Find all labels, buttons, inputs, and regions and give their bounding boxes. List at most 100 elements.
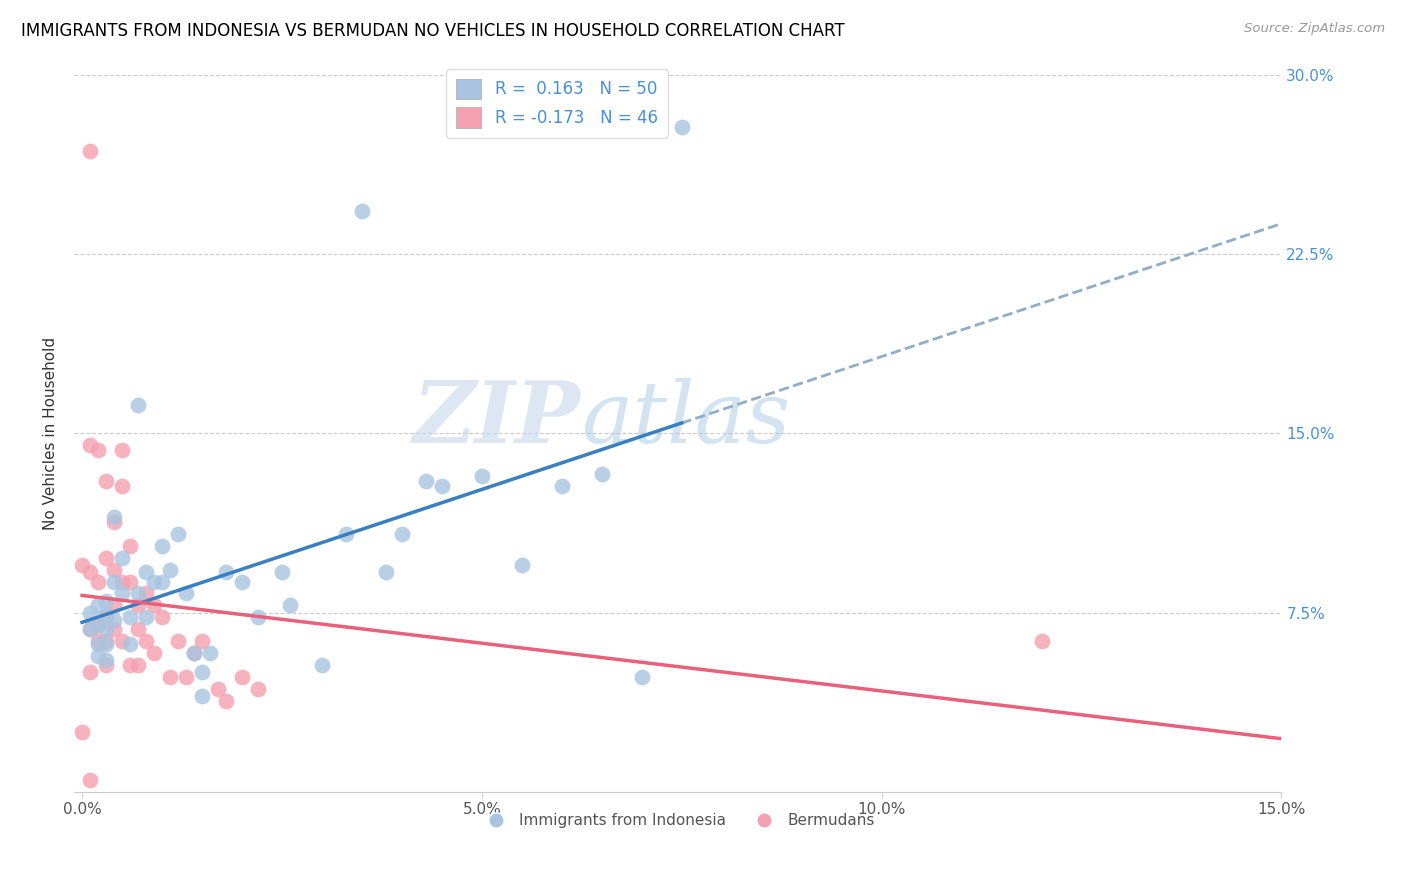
Point <box>135 634 157 648</box>
Point <box>278 599 301 613</box>
Point <box>198 646 221 660</box>
Point <box>143 646 166 660</box>
Point <box>111 479 134 493</box>
Point <box>215 694 238 708</box>
Text: ZIP: ZIP <box>413 377 581 460</box>
Point <box>120 658 142 673</box>
Point <box>103 574 125 589</box>
Text: atlas: atlas <box>581 377 790 460</box>
Point <box>246 682 269 697</box>
Point <box>191 690 214 704</box>
Point <box>174 670 197 684</box>
Point <box>311 658 333 673</box>
Point <box>127 658 149 673</box>
Point <box>335 526 357 541</box>
Point <box>70 558 93 572</box>
Y-axis label: No Vehicles in Household: No Vehicles in Household <box>44 336 58 530</box>
Point <box>79 565 101 579</box>
Point <box>207 682 229 697</box>
Point <box>191 665 214 680</box>
Point <box>103 599 125 613</box>
Point <box>87 599 110 613</box>
Point <box>174 586 197 600</box>
Point <box>87 574 110 589</box>
Point <box>94 653 117 667</box>
Point <box>79 144 101 158</box>
Point <box>246 610 269 624</box>
Point <box>111 574 134 589</box>
Point <box>510 558 533 572</box>
Point <box>183 646 205 660</box>
Point <box>94 658 117 673</box>
Text: IMMIGRANTS FROM INDONESIA VS BERMUDAN NO VEHICLES IN HOUSEHOLD CORRELATION CHART: IMMIGRANTS FROM INDONESIA VS BERMUDAN NO… <box>21 22 845 40</box>
Point <box>87 634 110 648</box>
Point <box>1031 634 1053 648</box>
Point <box>79 438 101 452</box>
Point <box>94 607 117 622</box>
Point <box>159 670 181 684</box>
Point <box>167 634 190 648</box>
Point <box>111 586 134 600</box>
Point <box>87 648 110 663</box>
Point <box>94 610 117 624</box>
Point <box>391 526 413 541</box>
Point <box>111 550 134 565</box>
Point <box>87 442 110 457</box>
Point <box>94 550 117 565</box>
Point <box>127 398 149 412</box>
Point <box>79 623 101 637</box>
Point <box>135 610 157 624</box>
Point <box>94 593 117 607</box>
Text: Source: ZipAtlas.com: Source: ZipAtlas.com <box>1244 22 1385 36</box>
Point <box>630 670 652 684</box>
Point <box>79 665 101 680</box>
Legend: Immigrants from Indonesia, Bermudans: Immigrants from Indonesia, Bermudans <box>475 807 880 835</box>
Point <box>150 574 173 589</box>
Point <box>231 574 253 589</box>
Point <box>120 539 142 553</box>
Point <box>103 623 125 637</box>
Point <box>271 565 294 579</box>
Point <box>143 574 166 589</box>
Point <box>120 637 142 651</box>
Point <box>87 617 110 632</box>
Point <box>415 474 437 488</box>
Point <box>167 526 190 541</box>
Point <box>103 563 125 577</box>
Point <box>183 646 205 660</box>
Point <box>120 610 142 624</box>
Point <box>94 637 117 651</box>
Point <box>103 515 125 529</box>
Point <box>87 617 110 632</box>
Point <box>79 606 101 620</box>
Point <box>150 539 173 553</box>
Point <box>191 634 214 648</box>
Point <box>215 565 238 579</box>
Point <box>350 203 373 218</box>
Point <box>120 574 142 589</box>
Point <box>94 474 117 488</box>
Point <box>159 563 181 577</box>
Point <box>79 772 101 787</box>
Point <box>94 623 117 637</box>
Point <box>671 120 693 135</box>
Point <box>103 510 125 524</box>
Point <box>111 634 134 648</box>
Point <box>79 623 101 637</box>
Point <box>135 586 157 600</box>
Point <box>551 479 574 493</box>
Point <box>87 637 110 651</box>
Point <box>135 565 157 579</box>
Point <box>471 469 494 483</box>
Point <box>150 610 173 624</box>
Point <box>94 634 117 648</box>
Point <box>127 623 149 637</box>
Point <box>111 442 134 457</box>
Point <box>374 565 396 579</box>
Point <box>430 479 453 493</box>
Point <box>70 725 93 739</box>
Point <box>231 670 253 684</box>
Point <box>143 599 166 613</box>
Point <box>127 586 149 600</box>
Point <box>127 599 149 613</box>
